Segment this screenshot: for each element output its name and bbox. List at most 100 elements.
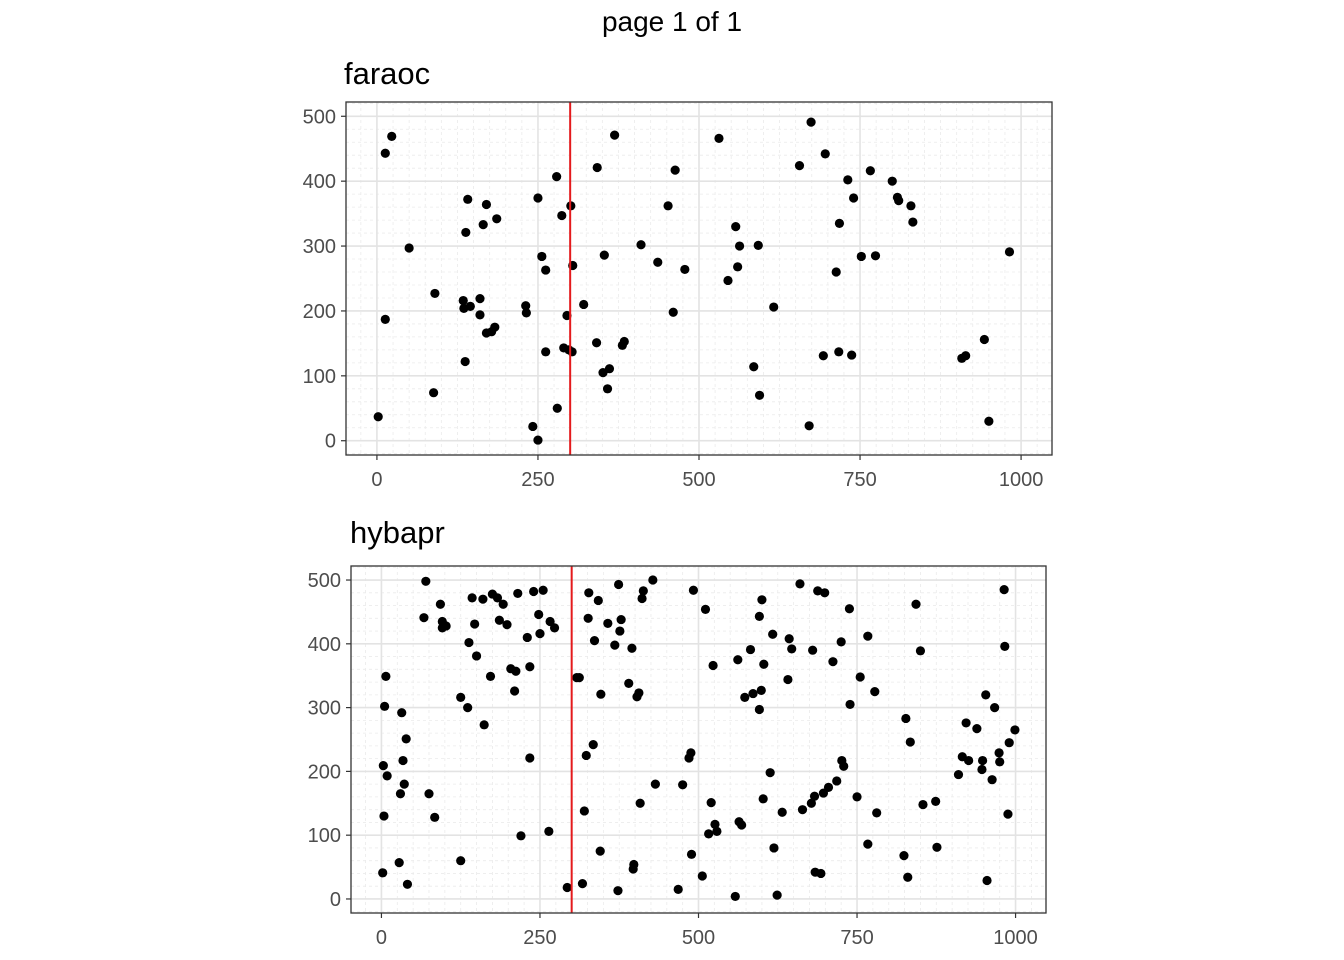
data-point xyxy=(808,645,818,655)
data-point xyxy=(754,611,764,621)
data-point xyxy=(378,761,388,771)
page-title: page 1 of 1 xyxy=(601,6,743,37)
data-point xyxy=(911,599,921,609)
data-point xyxy=(395,789,406,799)
data-point xyxy=(613,886,623,896)
data-point xyxy=(870,687,880,697)
data-point xyxy=(844,604,855,614)
data-point xyxy=(589,636,600,646)
data-point xyxy=(557,210,567,221)
data-point xyxy=(984,416,994,426)
data-point xyxy=(663,201,673,211)
data-point xyxy=(740,692,750,703)
data-point xyxy=(378,868,388,878)
data-point xyxy=(516,831,526,841)
chart-title: faraoc xyxy=(344,56,430,91)
data-point xyxy=(831,267,841,277)
data-point xyxy=(521,301,531,311)
data-point xyxy=(754,390,765,400)
data-point xyxy=(981,690,991,700)
x-tick-label: 250 xyxy=(521,469,554,491)
data-point xyxy=(533,193,543,203)
data-point xyxy=(380,314,390,324)
x-tick-label: 1000 xyxy=(999,469,1044,491)
data-point xyxy=(737,820,747,830)
data-point xyxy=(492,214,502,224)
data-point xyxy=(723,275,733,286)
data-point xyxy=(478,220,488,230)
data-point xyxy=(490,322,500,332)
data-point xyxy=(843,175,853,185)
data-point xyxy=(541,265,551,275)
data-point xyxy=(863,631,873,641)
data-point xyxy=(521,308,531,318)
y-tick-label: 200 xyxy=(303,301,336,323)
data-point xyxy=(419,613,429,623)
data-point xyxy=(787,644,797,654)
data-point xyxy=(627,643,637,653)
data-point xyxy=(769,302,779,312)
data-point xyxy=(987,775,997,785)
data-point xyxy=(794,160,805,171)
data-point xyxy=(430,288,440,299)
data-point xyxy=(932,842,942,852)
data-point xyxy=(373,412,383,422)
data-point xyxy=(745,644,756,655)
data-point xyxy=(525,753,535,763)
data-point xyxy=(533,435,543,445)
data-point xyxy=(593,595,603,606)
y-tick-label: 0 xyxy=(330,889,341,911)
data-point xyxy=(634,688,644,698)
data-point xyxy=(381,671,391,681)
y-tick-label: 0 xyxy=(325,431,336,453)
data-point xyxy=(510,686,520,696)
data-point xyxy=(404,243,414,253)
data-point xyxy=(588,740,598,750)
data-point xyxy=(397,708,407,718)
data-point xyxy=(541,347,551,357)
x-tick-label: 1000 xyxy=(993,927,1038,949)
data-point xyxy=(602,384,613,394)
data-point xyxy=(977,755,988,766)
data-point xyxy=(813,586,823,596)
data-point xyxy=(906,201,916,211)
y-tick-label: 100 xyxy=(303,366,336,388)
data-point xyxy=(870,251,881,261)
data-point xyxy=(757,595,767,605)
data-point xyxy=(653,257,663,267)
panel-border xyxy=(345,101,1053,456)
data-point xyxy=(712,826,722,836)
data-point xyxy=(478,594,488,604)
data-point xyxy=(680,264,690,275)
data-point xyxy=(700,604,711,614)
data-point xyxy=(522,632,532,643)
data-point xyxy=(545,616,555,627)
data-point xyxy=(435,599,446,609)
y-tick-label: 400 xyxy=(308,634,341,656)
y-tick-label: 300 xyxy=(303,236,336,258)
data-point xyxy=(398,755,408,766)
data-point xyxy=(424,789,434,799)
data-point xyxy=(678,780,688,790)
data-point xyxy=(456,692,466,703)
x-tick-label: 750 xyxy=(843,469,876,491)
data-point xyxy=(525,662,535,672)
data-point xyxy=(596,689,606,699)
data-point xyxy=(999,585,1009,595)
data-point xyxy=(619,336,629,347)
data-point xyxy=(528,421,538,432)
data-point xyxy=(734,241,745,251)
data-point xyxy=(795,579,805,589)
data-point xyxy=(535,629,545,639)
y-tick-label: 500 xyxy=(303,106,336,128)
data-point xyxy=(615,626,625,636)
data-point xyxy=(456,856,466,866)
data-point xyxy=(706,798,716,808)
data-point xyxy=(629,859,639,870)
data-point xyxy=(823,782,834,792)
y-tick-label: 300 xyxy=(308,698,341,720)
data-point xyxy=(537,251,547,262)
y-tick-label: 200 xyxy=(308,761,341,783)
data-point xyxy=(577,879,588,889)
data-point xyxy=(845,699,855,710)
